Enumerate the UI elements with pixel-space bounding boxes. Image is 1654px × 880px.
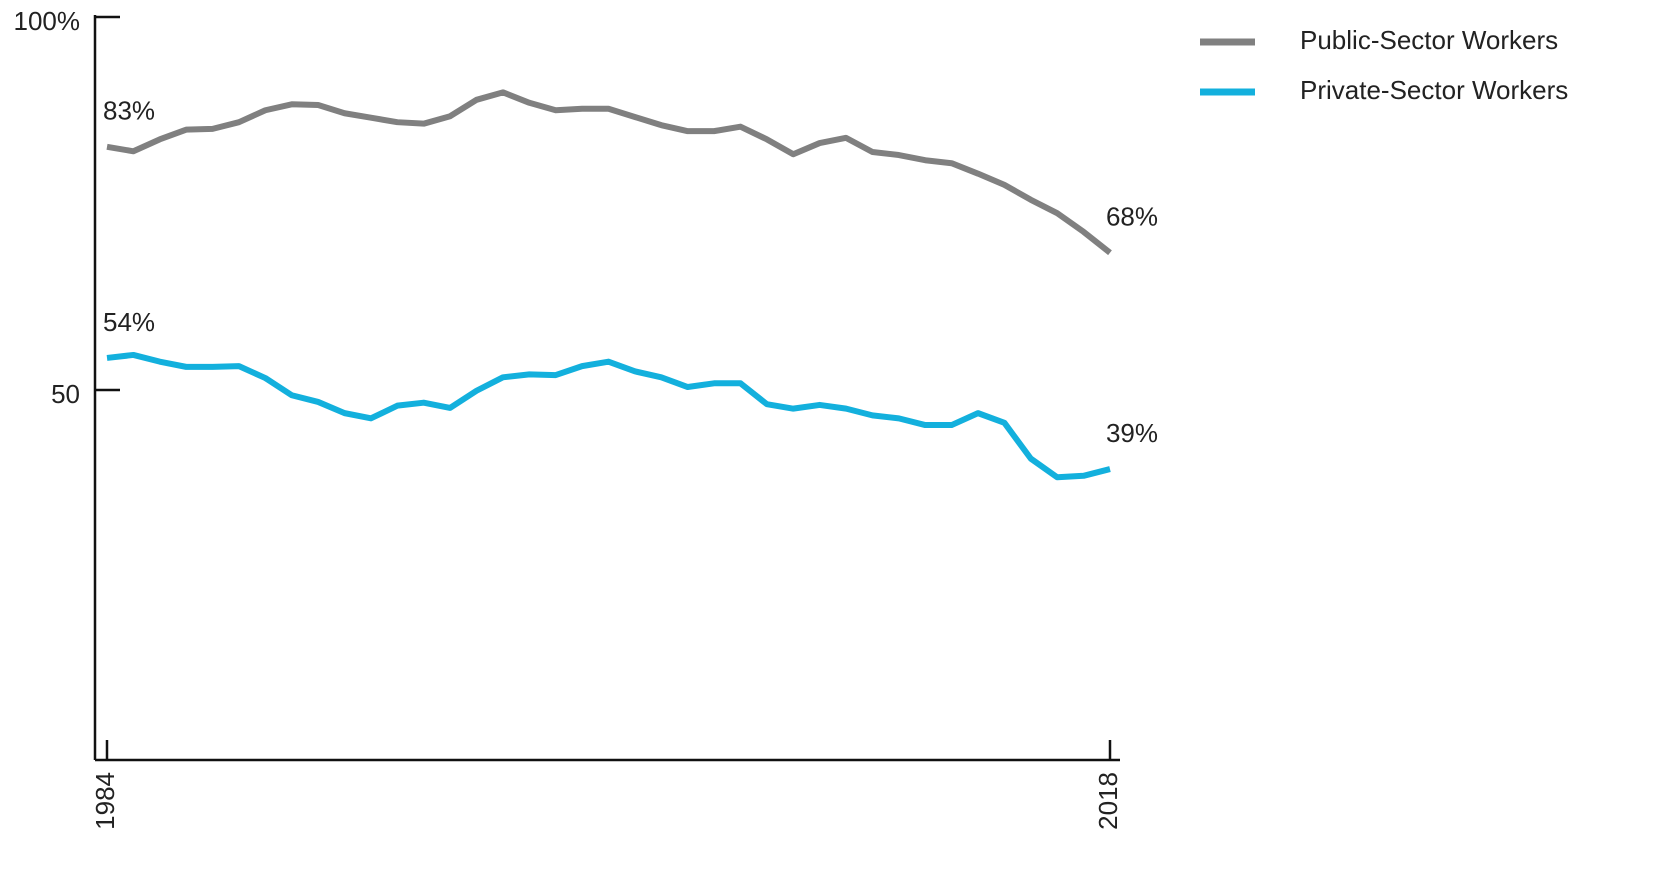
y-tick-label: 50 — [51, 379, 80, 409]
x-tick-label: 1984 — [90, 772, 120, 830]
legend-label: Private-Sector Workers — [1300, 75, 1568, 105]
value-label: 68% — [1106, 202, 1158, 232]
y-tick-label: 100% — [14, 6, 81, 36]
x-tick-label: 2018 — [1093, 772, 1123, 830]
legend-label: Public-Sector Workers — [1300, 25, 1558, 55]
value-label: 54% — [103, 307, 155, 337]
series-line — [106, 351, 1111, 481]
series-line — [106, 89, 1112, 256]
value-label: 39% — [1106, 418, 1158, 448]
value-label: 83% — [103, 96, 155, 126]
